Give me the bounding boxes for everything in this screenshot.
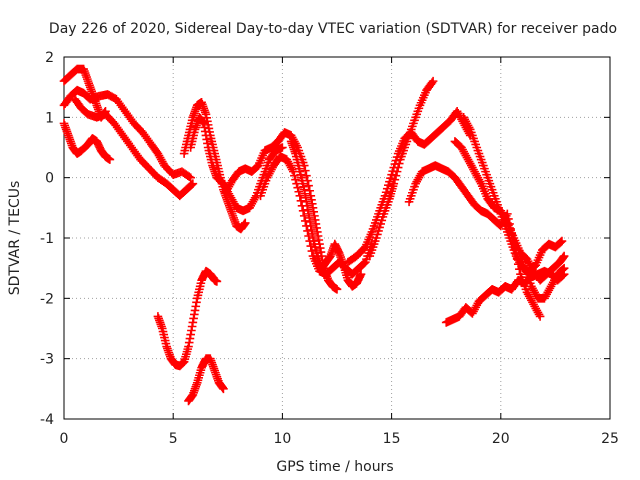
data-series-arc-m <box>365 76 438 261</box>
y-axis-label: SDTVAR / TECUs <box>7 181 23 296</box>
data-point <box>384 180 393 190</box>
x-tick-label: 25 <box>601 431 619 447</box>
data-point <box>556 237 566 247</box>
data-point <box>356 269 366 279</box>
data-point <box>387 170 396 179</box>
data-point <box>376 219 385 229</box>
chart-title: Day 226 of 2020, Sidereal Day-to-day VTE… <box>49 21 617 37</box>
data-point <box>184 172 194 181</box>
data-point <box>386 173 395 183</box>
data-point <box>212 277 222 286</box>
data-point <box>377 216 387 225</box>
data-point <box>299 211 309 221</box>
data-point <box>375 223 384 232</box>
data-point <box>381 187 391 197</box>
data-series-arc-p <box>459 113 567 276</box>
axis-ticks: 0 5 10 15 20 25 -4 -3 -2 -1 0 1 2 <box>40 50 619 447</box>
data-point <box>535 312 545 321</box>
data-series-arc-n <box>404 161 545 321</box>
data-series-arc-o <box>450 137 569 285</box>
data-point <box>393 163 403 172</box>
y-tick-label: -2 <box>40 291 54 307</box>
data-point <box>290 171 299 180</box>
data-point <box>186 173 195 182</box>
data-series-arc-r <box>513 245 569 303</box>
x-tick-label: 0 <box>60 431 69 447</box>
data-point <box>559 263 569 273</box>
data-point <box>291 175 300 184</box>
data-series-arc-i <box>221 128 342 294</box>
data-point <box>296 196 306 206</box>
x-tick-label: 15 <box>383 431 401 447</box>
data-point <box>293 183 302 193</box>
data-point <box>373 230 382 239</box>
data-point <box>240 218 250 228</box>
data-point <box>298 206 308 216</box>
data-point <box>188 179 198 188</box>
data-point <box>305 186 314 196</box>
data-point <box>390 175 400 184</box>
grid-lines <box>64 57 610 419</box>
y-tick-label: 1 <box>45 110 54 126</box>
data-series-arc-f <box>184 354 228 406</box>
y-tick-label: 2 <box>45 50 54 66</box>
data-series-arc-e <box>153 266 222 371</box>
data-point <box>332 284 342 294</box>
y-tick-label: -1 <box>40 231 54 247</box>
data-point <box>389 179 399 188</box>
data-point <box>427 78 437 87</box>
data-series-arc-l <box>343 107 475 267</box>
x-tick-label: 5 <box>169 431 178 447</box>
data-point <box>301 166 310 175</box>
data-point <box>557 236 567 246</box>
data-series-arc-c <box>59 119 115 164</box>
data-points <box>59 64 569 406</box>
data-point <box>294 187 304 197</box>
data-point <box>304 181 313 191</box>
data-point <box>392 167 402 176</box>
data-series-arc-d <box>70 94 198 201</box>
x-tick-label: 20 <box>492 431 510 447</box>
x-tick-label: 10 <box>273 431 291 447</box>
data-point <box>372 233 381 243</box>
data-point <box>219 384 228 394</box>
data-point <box>558 264 568 274</box>
data-point <box>559 251 569 261</box>
data-point <box>187 180 197 190</box>
y-tick-label: -4 <box>40 412 54 428</box>
data-point <box>278 143 287 152</box>
data-point <box>391 171 401 180</box>
data-point <box>428 76 438 86</box>
data-point <box>303 226 312 236</box>
data-series-arc-b <box>59 85 195 182</box>
data-point <box>295 191 305 201</box>
data-point <box>374 226 383 236</box>
data-point <box>105 155 115 164</box>
data-point <box>302 171 311 180</box>
x-axis-label: GPS time / hours <box>276 459 393 475</box>
data-point <box>307 246 317 256</box>
y-tick-label: 0 <box>45 171 54 187</box>
y-tick-label: -3 <box>40 352 54 368</box>
data-point <box>394 159 404 168</box>
data-point <box>385 177 394 186</box>
data-series-arc-k <box>286 137 366 291</box>
